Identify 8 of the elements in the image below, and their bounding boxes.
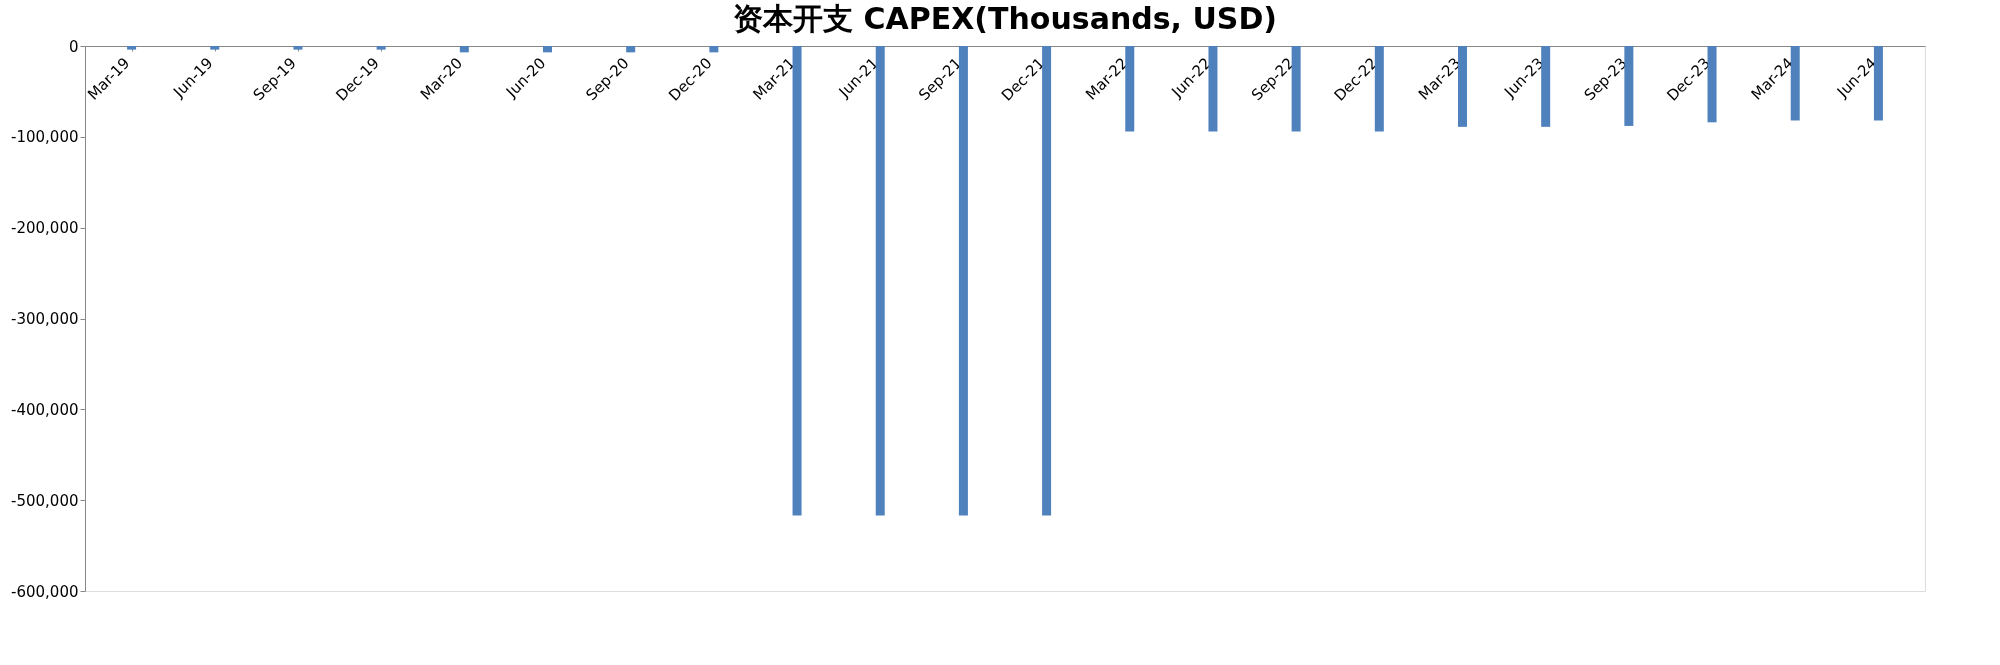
y-tick-label: -500,000 [11,491,79,510]
y-tick-label: -200,000 [11,219,79,238]
y-tick-label: -600,000 [11,582,79,601]
y-tick-label: -400,000 [11,400,79,419]
y-tick-label: -300,000 [11,310,79,328]
chart-title: 资本开支 CAPEX(Thousands, USD) [733,1,1277,36]
y-tick-label: 0 [68,37,79,56]
y-tick-label: -100,000 [11,128,79,147]
